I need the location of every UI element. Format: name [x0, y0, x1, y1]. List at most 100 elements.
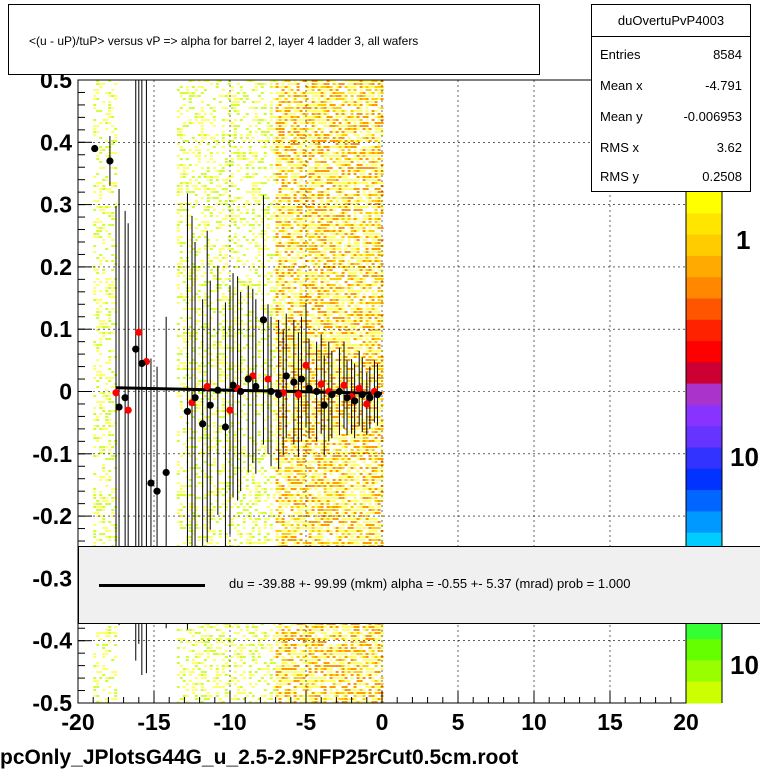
heatmap-cell	[293, 125, 297, 127]
heatmap-cell	[185, 140, 189, 142]
heatmap-cell	[182, 542, 186, 544]
heatmap-cell	[338, 257, 342, 259]
heatmap-cell	[323, 281, 327, 283]
heatmap-cell	[293, 137, 297, 139]
heatmap-cell	[302, 140, 306, 142]
heatmap-cell	[224, 482, 228, 484]
heatmap-cell	[248, 665, 252, 667]
heatmap-cell	[353, 146, 357, 148]
heatmap-cell	[233, 251, 237, 253]
heatmap-cell	[182, 149, 186, 151]
heatmap-cell	[218, 299, 222, 301]
heatmap-cell	[305, 272, 309, 274]
heatmap-cell	[224, 410, 228, 412]
heatmap-cell	[326, 269, 330, 271]
heatmap-cell	[248, 455, 252, 457]
heatmap-cell	[176, 686, 180, 688]
heatmap-cell	[254, 488, 258, 490]
heatmap-cell	[269, 272, 273, 274]
heatmap-cell	[221, 89, 225, 91]
heatmap-cell	[206, 446, 210, 448]
heatmap-cell	[305, 83, 309, 85]
heatmap-cell	[293, 101, 297, 103]
heatmap-cell	[293, 206, 297, 208]
heatmap-cell	[191, 284, 195, 286]
heatmap-cell	[96, 278, 100, 280]
heatmap-cell	[323, 173, 327, 175]
heatmap-cell	[356, 242, 360, 244]
heatmap-cell	[338, 227, 342, 229]
heatmap-cell	[194, 320, 198, 322]
heatmap-cell	[284, 137, 288, 139]
heatmap-cell	[230, 176, 234, 178]
heatmap-cell	[338, 194, 342, 196]
heatmap-cell	[242, 413, 246, 415]
heatmap-cell	[287, 215, 291, 217]
heatmap-cell	[299, 104, 303, 106]
heatmap-cell	[257, 161, 261, 163]
heatmap-cell	[335, 179, 339, 181]
heatmap-cell	[96, 437, 100, 439]
heatmap-cell	[224, 377, 228, 379]
heatmap-cell	[356, 119, 360, 121]
heatmap-cell	[194, 113, 198, 115]
heatmap-cell	[197, 407, 201, 409]
heatmap-cell	[245, 293, 249, 295]
heatmap-cell	[239, 659, 243, 661]
heatmap-cell	[176, 269, 180, 271]
heatmap-cell	[239, 329, 243, 331]
heatmap-cell	[308, 116, 312, 118]
heatmap-cell	[182, 209, 186, 211]
heatmap-cell	[278, 197, 282, 199]
heatmap-cell	[284, 281, 288, 283]
heatmap-cell	[368, 161, 372, 163]
heatmap-cell	[230, 86, 234, 88]
heatmap-cell	[350, 248, 354, 250]
heatmap-cell	[320, 128, 324, 130]
heatmap-cell	[224, 356, 228, 358]
heatmap-cell	[227, 674, 231, 676]
heatmap-cell	[197, 380, 201, 382]
heatmap-cell	[191, 467, 195, 469]
heatmap-cell	[197, 149, 201, 151]
heatmap-cell	[239, 167, 243, 169]
heatmap-cell	[203, 698, 207, 700]
heatmap-cell	[182, 164, 186, 166]
heatmap-cell	[230, 425, 234, 427]
heatmap-cell	[227, 665, 231, 667]
heatmap-cell	[233, 467, 237, 469]
heatmap-cell	[341, 182, 345, 184]
heatmap-cell	[191, 335, 195, 337]
heatmap-cell	[281, 200, 285, 202]
heatmap-cell	[326, 149, 330, 151]
heatmap-cell	[368, 254, 372, 256]
heatmap-cell	[114, 173, 118, 175]
heatmap-cell	[191, 137, 195, 139]
heatmap-cell	[188, 455, 192, 457]
heatmap-cell	[108, 392, 112, 394]
heatmap-cell	[371, 146, 375, 148]
heatmap-cell	[245, 287, 249, 289]
heatmap-cell	[302, 254, 306, 256]
heatmap-cell	[368, 134, 372, 136]
heatmap-cell	[179, 638, 183, 640]
heatmap-cell	[224, 440, 228, 442]
heatmap-cell	[302, 257, 306, 259]
heatmap-cell	[353, 140, 357, 142]
heatmap-cell	[281, 89, 285, 91]
heatmap-cell	[332, 284, 336, 286]
heatmap-cell	[290, 236, 294, 238]
heatmap-cell	[326, 260, 330, 262]
heatmap-cell	[108, 629, 112, 631]
heatmap-cell	[314, 86, 318, 88]
heatmap-cell	[311, 176, 315, 178]
heatmap-cell	[341, 263, 345, 265]
heatmap-cell	[320, 101, 324, 103]
heatmap-cell	[380, 278, 384, 280]
heatmap-cell	[323, 125, 327, 127]
heatmap-cell	[102, 446, 106, 448]
heatmap-cell	[108, 410, 112, 412]
heatmap-cell	[215, 140, 219, 142]
heatmap-cell	[269, 134, 273, 136]
heatmap-cell	[263, 452, 267, 454]
